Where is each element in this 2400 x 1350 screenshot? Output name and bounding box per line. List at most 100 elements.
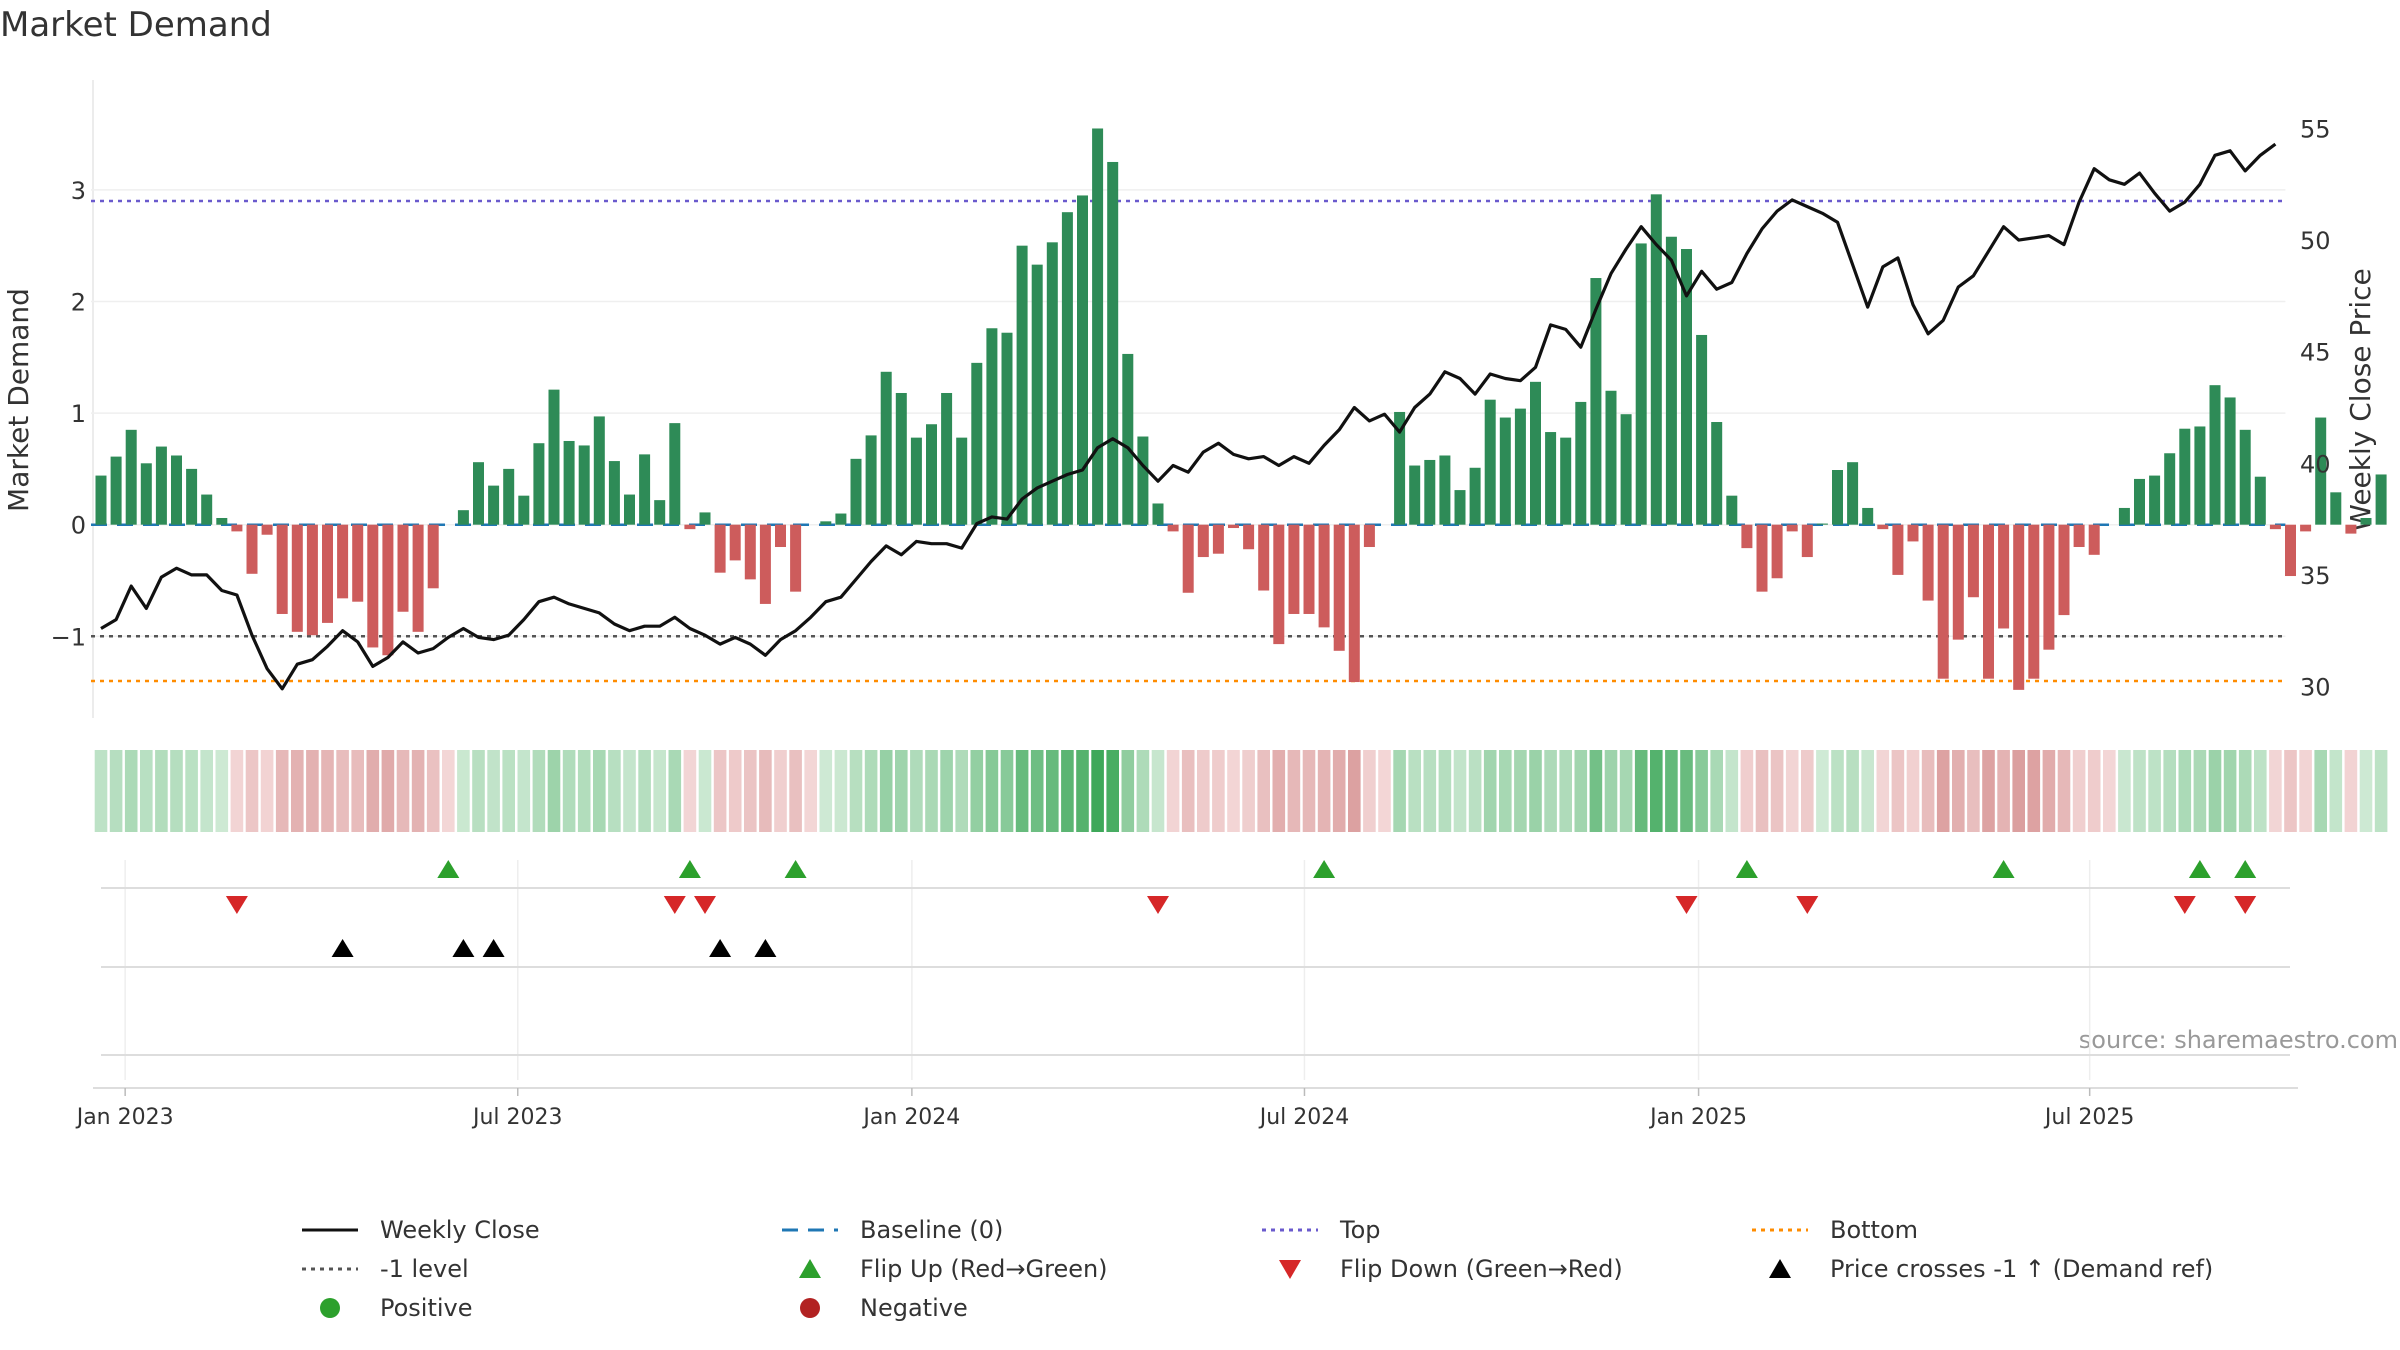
demand-bar [427,524,439,589]
heat-strip-cell [1227,750,1240,832]
demand-bar [1952,524,1964,640]
x-tick-label: Jan 2025 [1648,1105,1747,1130]
heat-strip-cell [819,750,833,832]
legend-label: Top [1340,1216,1381,1244]
legend-item: Bottom [1750,1215,1918,1245]
demand-bar [1061,212,1073,525]
demand-bar [2315,417,2327,525]
demand-bar [1137,436,1149,525]
demand-bar [1409,465,1421,525]
heat-strip-cell [2329,750,2343,832]
signal-markers [93,860,2298,1089]
y2-tick-label: 35 [2300,562,2331,590]
demand-bar [352,524,364,602]
demand-bar [790,524,802,592]
demand-bar [971,362,983,525]
heat-strip-cell [623,750,636,832]
legend-circle-icon [800,1298,820,1318]
demand-bar [2209,385,2221,525]
y-tick-label: −1 [51,623,86,651]
demand-bar [306,524,318,636]
legend: Weekly Close Baseline (0) Top Bottom -1 leve… [300,1215,2300,1335]
y-axis-ticks: −1 0 1 2 3 [51,177,86,651]
demand-bar [1922,524,1934,601]
legend-swatch [302,1228,358,1232]
x-tick-label: Jul 2023 [471,1105,563,1130]
heat-strip-cell [1801,750,1814,832]
demand-bar [910,437,922,525]
chart-title: Market Demand [0,5,272,45]
heat-strip-cell [275,750,289,832]
legend-label: Flip Up (Red→Green) [860,1255,1108,1283]
demand-bar [850,458,862,525]
heat-strip-cell [1634,750,1648,832]
legend-swatch [1262,1228,1318,1232]
demand-bar [155,446,167,525]
heat-strip-cell [1559,750,1572,832]
demand-bar [1907,524,1919,542]
demand-bar [1273,524,1285,645]
heat-strip-cell [2269,750,2282,832]
y2-axis-ticks: 30 35 40 45 50 55 [2300,115,2331,701]
heat-strip-cell [593,750,606,832]
legend-item: Flip Up (Red→Green) [780,1254,1108,1284]
demand-bar [1862,507,1874,525]
legend-triangle-up-icon [1769,1259,1791,1278]
heat-strip-cell [1589,750,1603,832]
demand-bar [2194,426,2206,525]
legend-triangle-down-icon [1279,1260,1301,1279]
demand-bar [488,485,500,525]
demand-bar [1333,524,1345,651]
demand-bar [95,475,107,525]
demand-bar [2269,524,2281,530]
heat-strip-cell [1197,750,1210,832]
y2-tick-label: 55 [2300,115,2331,143]
flip-up-marker [2188,860,2211,878]
heat-strip-cell [140,750,153,832]
y2-tick-label: 50 [2300,227,2331,255]
demand-bar [578,445,590,525]
flip-down-marker [2173,896,2196,914]
heat-strip-cell [1770,750,1784,832]
demand-bar [865,435,877,525]
demand-bar [1575,401,1587,525]
demand-bar [1605,390,1617,525]
legend-circle-icon [320,1298,340,1318]
heat-strip-cell [411,750,425,832]
demand-bar [563,440,575,525]
demand-bar [2224,397,2236,525]
legend-label: Flip Down (Green→Red) [1340,1255,1623,1283]
demand-bar [2058,524,2070,616]
flip-up-marker [437,860,460,878]
demand-bar [457,510,469,525]
flip-down-marker [1675,896,1698,914]
heat-strip-cell [1982,750,1995,832]
heat-strip-cell [1936,750,1950,832]
heat-strip-cell [1725,750,1739,832]
heat-strip-cell [94,750,108,832]
heat-strip-cell [1348,750,1361,832]
heat-strip-cell [698,750,712,832]
heat-strip-cell [864,750,878,832]
heat-strip-cell [1212,750,1225,832]
demand-bar [291,524,303,632]
heat-strip-cell [109,750,123,832]
heat-strip-cell [1891,750,1905,832]
demand-bar [1424,459,1436,525]
heat-strip-cell [1151,750,1165,832]
heat-strip-cell [1423,750,1437,832]
demand-bar [941,392,953,525]
demand-bar [2149,475,2161,525]
demand-bar [2073,524,2085,548]
demand-bar [1635,243,1647,525]
heat-strip-cell [442,750,455,832]
demand-bar [201,494,213,525]
demand-bar [1530,381,1541,525]
legend-label: -1 level [380,1255,469,1283]
demand-bar [1726,495,1738,525]
weekly-close-line [100,142,2277,691]
demand-bar [1545,432,1557,525]
y-tick-label: 2 [71,288,86,316]
demand-bar [1212,524,1224,554]
demand-bar [2134,478,2145,525]
